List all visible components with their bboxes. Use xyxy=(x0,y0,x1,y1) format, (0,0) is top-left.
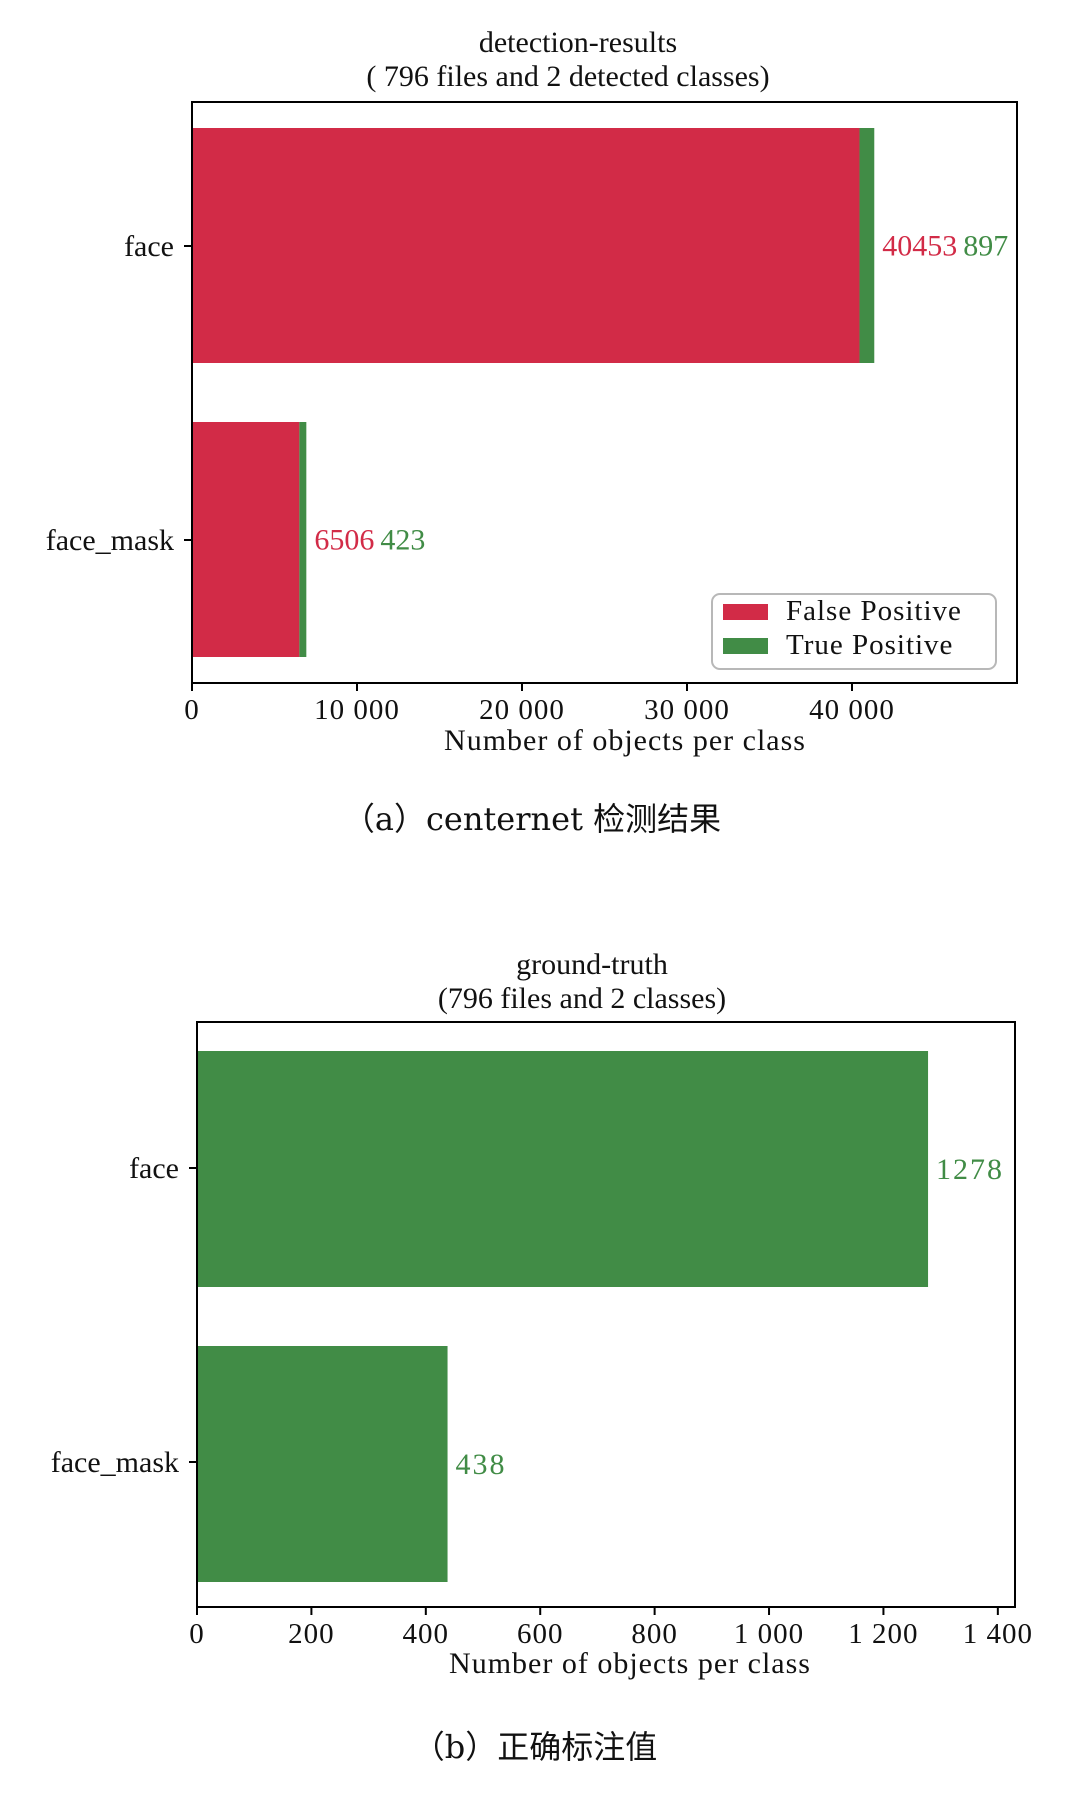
chart-a-legend-box xyxy=(711,593,997,670)
xtick-label-40000: 40 000 xyxy=(809,694,895,726)
legend-label-false-positive: False Positive xyxy=(786,595,962,627)
xtick-label-10000: 10 000 xyxy=(314,694,400,726)
chart-b-x-axis: 0 200 400 600 800 1 000 1 200 1 400 xyxy=(189,1607,1033,1650)
xtick-label-800: 800 xyxy=(631,1618,678,1650)
data-label-face-false-positive: 40453 xyxy=(882,230,957,263)
xtick-label-30000: 30 000 xyxy=(644,694,730,726)
chart-a-y-axis: face face_mask xyxy=(46,230,192,557)
chart-b-subtitle: (796 files and 2 classes) xyxy=(438,982,726,1015)
data-label-face-mask-true-positive: 423 xyxy=(380,524,425,557)
chart-b-bars xyxy=(197,1051,929,1582)
xtick-label-0: 0 xyxy=(189,1618,205,1650)
chart-a: detection-results ( 796 files and 2 dete… xyxy=(46,26,1018,838)
xtick-label-1000: 1 000 xyxy=(734,1618,804,1650)
chart-a-legend: False Positive True Positive xyxy=(711,593,997,670)
xtick-label-400: 400 xyxy=(403,1618,450,1650)
chart-a-caption: （a）centernet 检测结果 xyxy=(343,800,721,838)
chart-b-y-axis: face face_mask xyxy=(51,1152,197,1479)
bar-face-false-positive xyxy=(192,128,860,363)
data-label-face-true-positive: 897 xyxy=(963,230,1008,263)
chart-b-ylabel-face: face xyxy=(129,1152,179,1185)
chart-b-ylabel-face-mask: face_mask xyxy=(51,1446,179,1479)
chart-b-title: ground-truth xyxy=(516,948,668,981)
bar-face-mask-false-positive xyxy=(192,422,300,657)
data-label-face: 1278 xyxy=(936,1153,1004,1186)
chart-b: ground-truth (796 files and 2 classes) f… xyxy=(51,948,1033,1766)
chart-b-xlabel: Number of objects per class xyxy=(449,1647,811,1680)
chart-a-subtitle: ( 796 files and 2 detected classes) xyxy=(366,60,769,93)
xtick-label-20000: 20 000 xyxy=(479,694,565,726)
chart-a-title: detection-results xyxy=(479,26,677,59)
legend-swatch-true-positive xyxy=(723,638,768,654)
chart-a-ylabel-face-mask: face_mask xyxy=(46,524,174,557)
bar-face-mask xyxy=(197,1346,448,1582)
data-label-face-mask-false-positive: 6506 xyxy=(314,524,374,557)
chart-a-plot-frame xyxy=(191,101,1018,684)
chart-a-data-labels: 40453 897 6506 423 xyxy=(314,230,1008,557)
chart-a-xlabel: Number of objects per class xyxy=(444,724,806,757)
xtick-label-600: 600 xyxy=(517,1618,564,1650)
bar-face-mask-true-positive xyxy=(299,422,307,657)
chart-b-plot-frame xyxy=(196,1021,1016,1608)
xtick-label-1400: 1 400 xyxy=(963,1618,1033,1650)
bar-face-true-positive xyxy=(859,128,875,363)
xtick-label-0: 0 xyxy=(184,694,200,726)
xtick-label-1200: 1 200 xyxy=(848,1618,918,1650)
chart-a-x-axis: 0 10 000 20 000 30 000 40 000 xyxy=(184,683,895,726)
chart-b-caption: （b）正确标注值 xyxy=(413,1728,658,1766)
legend-swatch-false-positive xyxy=(723,604,768,620)
xtick-label-200: 200 xyxy=(288,1618,335,1650)
chart-a-ylabel-face: face xyxy=(124,230,174,263)
data-label-face-mask: 438 xyxy=(456,1448,507,1481)
chart-b-data-labels: 1278 438 xyxy=(456,1153,1004,1481)
legend-label-true-positive: True Positive xyxy=(786,629,953,661)
chart-a-bars xyxy=(192,128,875,657)
bar-face xyxy=(197,1051,929,1287)
